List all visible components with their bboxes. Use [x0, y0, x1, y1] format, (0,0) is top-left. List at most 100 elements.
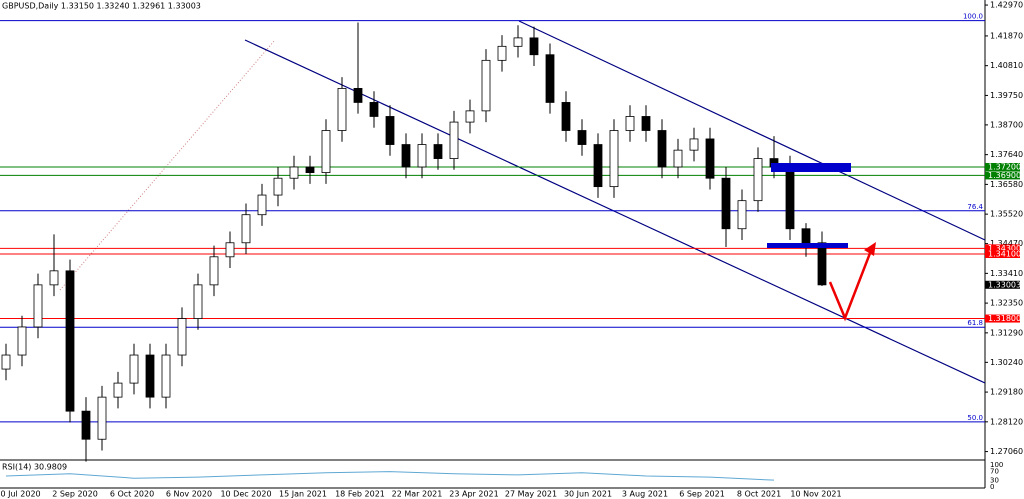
price-box-label: 1.34300: [988, 244, 1021, 253]
x-tick-label: 27 May 2021: [505, 490, 557, 499]
zone: [767, 243, 848, 248]
x-tick-label: 3 Aug 2021: [622, 490, 668, 499]
rsi-tick-label: 100: [990, 461, 1003, 469]
y-tick-label: 1.42970: [990, 1, 1023, 10]
candle-body: [465, 110, 475, 123]
candle-body: [225, 242, 235, 258]
x-tick-label: 30 Jun 2021: [564, 490, 612, 499]
candle-body: [241, 214, 251, 244]
rsi-tick-label: 0: [990, 483, 994, 491]
candle-body: [609, 130, 619, 188]
candle-body: [369, 102, 379, 117]
price-box: [985, 249, 1020, 258]
y-tick-label: 1.28120: [990, 417, 1023, 426]
candle-body: [529, 37, 539, 56]
y-tick-label: 1.33410: [990, 269, 1023, 278]
candle-body: [673, 149, 683, 168]
candle-body: [481, 59, 491, 112]
current-price-label: 1.33003: [988, 280, 1021, 289]
channel-upper: [518, 20, 986, 241]
candle-body: [49, 270, 59, 286]
candle-body: [209, 256, 219, 286]
rsi-line: [5, 471, 775, 481]
candle-body: [449, 121, 459, 159]
x-tick-label: 6 Oct 2020: [110, 490, 154, 499]
price-box-label: 1.31800: [988, 314, 1021, 323]
fib-label: 61.8: [967, 319, 983, 327]
candle-body: [81, 410, 91, 440]
y-tick-label: 1.31290: [990, 328, 1023, 337]
candle-body: [545, 54, 555, 103]
arrow-head: [864, 242, 876, 256]
y-tick-label: 1.38700: [990, 120, 1023, 129]
candles: [1, 22, 827, 462]
chart-title: GBPUSD,Daily 1.33150 1.33240 1.32961 1.3…: [2, 2, 201, 11]
candle-body: [577, 130, 587, 145]
candle-body: [417, 144, 427, 168]
y-tick-label: 1.34470: [990, 239, 1023, 248]
x-tick-label: 6 Sep 2021: [679, 490, 725, 499]
zone: [771, 163, 851, 172]
candle-body: [801, 228, 811, 244]
rsi-title: RSI(14) 30.9809: [2, 463, 67, 472]
y-tick-label: 1.37640: [990, 150, 1023, 159]
y-tick-label: 1.35520: [990, 210, 1023, 219]
price-box: [985, 244, 1020, 253]
candle-body: [193, 284, 203, 319]
y-tick-label: 1.36580: [990, 180, 1023, 189]
candle-body: [753, 158, 763, 202]
rsi-tick-label: 30: [990, 476, 999, 484]
x-tick-label: 23 Apr 2021: [449, 490, 498, 499]
candle-body: [321, 130, 331, 174]
price-box-label: 1.34100: [988, 249, 1021, 258]
candle-body: [353, 88, 363, 103]
candle-body: [257, 194, 267, 216]
candle-body: [433, 144, 443, 159]
x-tick-label: 22 Mar 2021: [392, 490, 443, 499]
y-tick-label: 1.40810: [990, 61, 1023, 70]
candle-body: [641, 116, 651, 131]
candle-body: [97, 396, 107, 440]
x-tick-label: 30 Jul 2020: [0, 490, 41, 499]
candle-body: [737, 200, 747, 230]
candle-body: [145, 354, 155, 398]
x-tick-label: 10 Dec 2020: [220, 490, 271, 499]
price-box-label: 1.36900: [988, 171, 1021, 180]
candle-body: [593, 144, 603, 188]
x-tick-label: 10 Nov 2021: [790, 490, 841, 499]
y-tick-label: 1.27060: [990, 447, 1023, 456]
candle-body: [289, 166, 299, 179]
candle-body: [17, 326, 27, 356]
candle-body: [401, 144, 411, 168]
candle-body: [129, 354, 139, 384]
candle-body: [721, 177, 731, 230]
y-tick-label: 1.41870: [990, 31, 1023, 40]
candle-body: [305, 166, 315, 174]
fib-label: 76.4: [967, 203, 983, 211]
current-price-box: [985, 280, 1020, 289]
y-tick-label: 1.29180: [990, 388, 1023, 397]
candle-body: [817, 242, 827, 286]
candle-body: [273, 177, 283, 196]
candle-body: [561, 102, 571, 131]
candle-body: [161, 354, 171, 398]
x-tick-label: 15 Jan 2021: [279, 490, 327, 499]
fib-label: 50.0: [967, 414, 983, 422]
price-box: [985, 171, 1020, 180]
candle-body: [657, 130, 667, 168]
candle-body: [513, 37, 523, 47]
x-tick-label: 2 Sep 2020: [52, 490, 98, 499]
y-tick-label: 1.30240: [990, 358, 1023, 367]
candle-body: [113, 382, 123, 398]
candle-body: [785, 166, 795, 230]
candle-body: [705, 138, 715, 179]
price-box: [985, 162, 1020, 171]
y-tick-label: 1.32350: [990, 299, 1023, 308]
candle-body: [65, 270, 75, 412]
price-box: [985, 314, 1020, 323]
fib-label: 100.0: [963, 13, 983, 21]
arrow-path: [828, 247, 874, 322]
